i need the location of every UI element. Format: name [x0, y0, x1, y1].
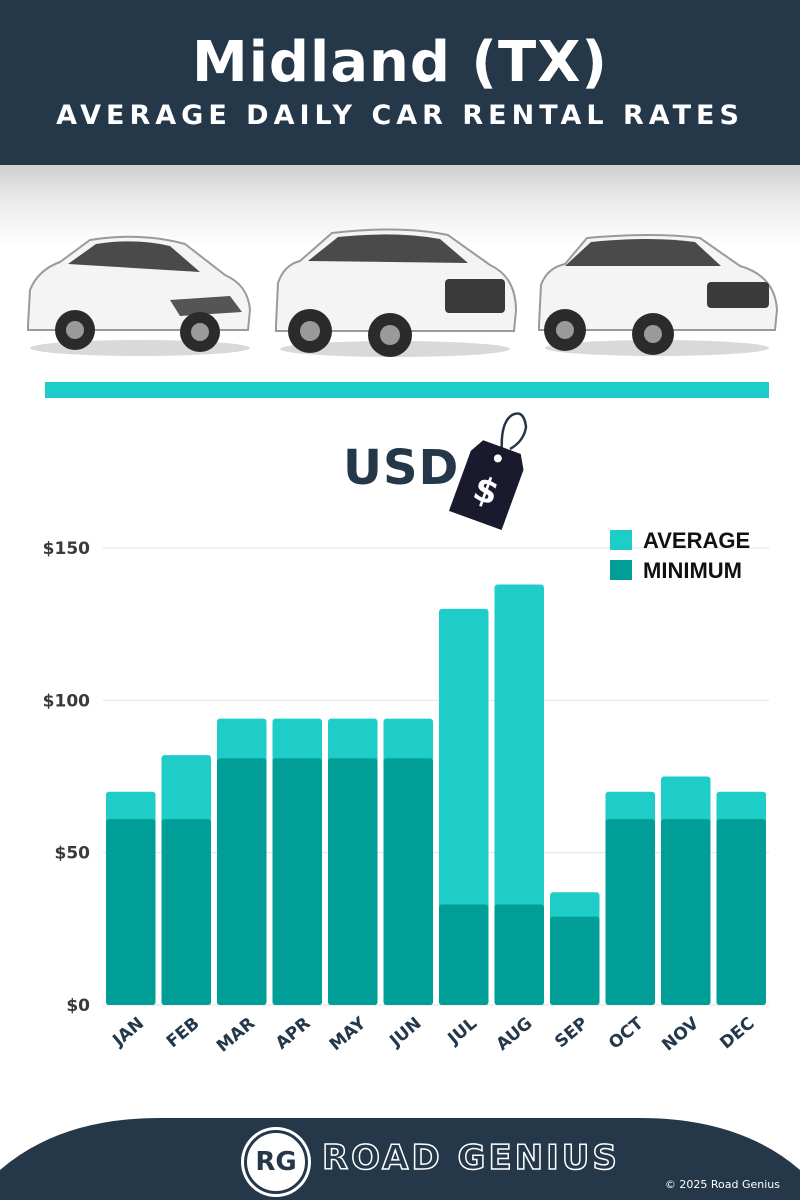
- x-tick-label: OCT: [605, 1013, 648, 1053]
- page-title: Midland (TX): [191, 30, 608, 95]
- bar-minimum-sep: [550, 916, 600, 1005]
- bar-minimum-nov: [661, 819, 711, 1005]
- copyright-text: © 2025 Road Genius: [664, 1178, 780, 1191]
- bar-minimum-mar: [217, 758, 267, 1005]
- grid-layer: [103, 547, 769, 1006]
- legend-swatch: [610, 560, 632, 580]
- bar-minimum-dec: [716, 819, 766, 1005]
- legend-label: AVERAGE: [643, 528, 750, 553]
- suv-car-icon: [275, 228, 518, 357]
- car-illustration-band: [0, 165, 800, 370]
- teal-divider: [45, 382, 769, 398]
- x-tick-label: DEC: [716, 1014, 758, 1054]
- bar-minimum-jan: [106, 819, 156, 1005]
- hatchback-car-icon: [27, 235, 252, 356]
- bar-minimum-may: [328, 758, 378, 1005]
- x-tick-label: JUN: [386, 1014, 426, 1052]
- y-tick-label: $50: [55, 844, 91, 864]
- x-tick-label: SEP: [551, 1014, 592, 1053]
- price-tag-icon: $: [448, 412, 528, 530]
- x-axis-ticks: JAN FEB MAR APR MAY JUN JUL AUG SEP OCT NOV DEC: [109, 1013, 759, 1057]
- bars-layer: [106, 584, 766, 1005]
- legend-swatch: [610, 530, 632, 550]
- brand-name: ROAD GENIUS: [321, 1137, 620, 1179]
- bar-minimum-oct: [605, 819, 655, 1005]
- bar-minimum-feb: [161, 819, 211, 1005]
- x-tick-label: JAN: [109, 1014, 148, 1052]
- road-genius-logo: RG: [244, 1130, 308, 1194]
- x-tick-label: MAY: [326, 1013, 371, 1055]
- x-tick-label: NOV: [658, 1013, 703, 1055]
- legend-label: MINIMUM: [643, 558, 742, 583]
- y-tick-label: $150: [43, 539, 90, 559]
- bar-average-aug: [494, 584, 544, 1005]
- currency-label: USD: [343, 440, 460, 496]
- x-tick-label: APR: [272, 1014, 315, 1054]
- y-tick-label: $100: [43, 691, 90, 711]
- x-tick-label: MAR: [213, 1014, 259, 1057]
- bar-minimum-apr: [272, 758, 322, 1005]
- x-tick-label: AUG: [493, 1014, 537, 1055]
- bar-minimum-aug: [494, 904, 544, 1005]
- y-axis-ticks: $0 $50 $100 $150: [43, 539, 90, 1016]
- footer-band: [0, 1118, 800, 1200]
- chart-legend: AVERAGE MINIMUM: [610, 528, 750, 583]
- header-banner: Midland (TX) AVERAGE DAILY CAR RENTAL RA…: [0, 0, 800, 165]
- luxury-suv-car-icon: [538, 234, 779, 356]
- rental-rates-chart: $0 $50 $100 $150 JAN FEB MAR APR MAY JUN JUL AUG SE…: [43, 528, 769, 1057]
- bar-minimum-jun: [383, 758, 433, 1005]
- x-tick-label: FEB: [163, 1014, 204, 1053]
- y-tick-label: $0: [66, 996, 90, 1016]
- x-tick-label: JUL: [444, 1013, 481, 1049]
- bar-minimum-jul: [439, 904, 489, 1005]
- page-subtitle: AVERAGE DAILY CAR RENTAL RATES: [56, 100, 744, 131]
